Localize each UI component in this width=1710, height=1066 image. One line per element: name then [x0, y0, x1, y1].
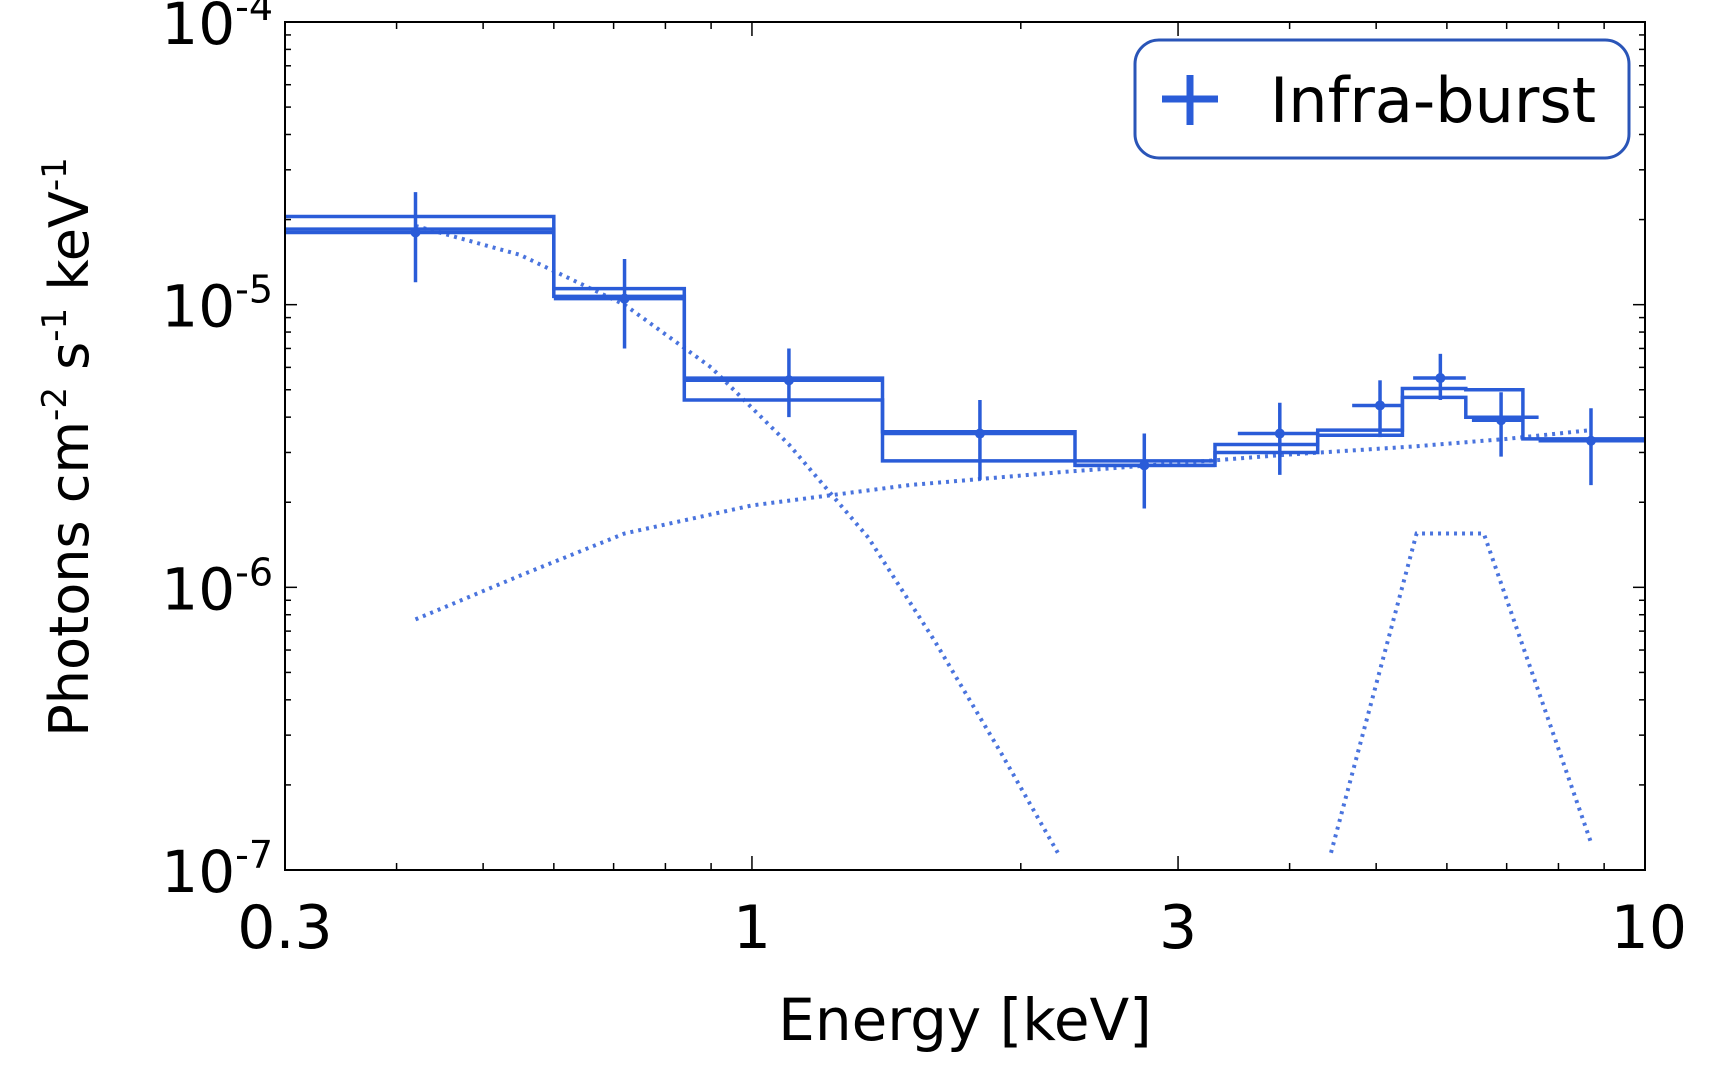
- y-tick-base: 10: [161, 838, 235, 906]
- y-tick-exponent: -7: [235, 833, 273, 877]
- x-tick-label: 0.3: [237, 893, 332, 963]
- y-axis-title-sup-3: -1: [35, 157, 75, 191]
- y-tick-label: 10-7: [161, 833, 273, 906]
- point-marker: [783, 375, 794, 386]
- data-point-2: [553, 259, 685, 349]
- y-axis-title-sup-2: -1: [35, 308, 75, 342]
- data-points-layer: [285, 192, 1645, 509]
- x-tick-label: 3: [1159, 893, 1197, 963]
- data-point-1: [285, 192, 554, 283]
- y-tick-label: 10-5: [161, 268, 273, 341]
- legend-marker-icon: [1162, 75, 1218, 125]
- point-marker: [1139, 460, 1150, 471]
- y-tick-exponent: -5: [235, 268, 273, 312]
- model-layer: [285, 214, 1645, 468]
- y-axis-title-part-1: Photons cm: [38, 421, 101, 737]
- model-components-layer: [414, 223, 1593, 854]
- y-tick-base: 10: [161, 0, 235, 58]
- y-tick-exponent: -6: [235, 550, 273, 594]
- plot-frame: [284, 21, 1646, 871]
- model-lower-line: [285, 227, 1645, 468]
- y-axis-title-part-3: keV: [38, 191, 101, 308]
- legend: Infra-burst: [1133, 38, 1631, 160]
- point-marker: [1585, 435, 1596, 446]
- point-marker: [619, 293, 630, 304]
- x-axis-title: Energy [keV]: [778, 986, 1152, 1054]
- x-tick-label: 10: [1611, 893, 1687, 963]
- y-tick-label: 10-6: [161, 550, 273, 623]
- point-marker: [410, 227, 421, 238]
- point-marker: [974, 428, 985, 439]
- legend-label: Infra-burst: [1270, 64, 1596, 137]
- point-marker: [1274, 428, 1285, 439]
- x-tick-label: 1: [733, 893, 771, 963]
- legend-box: [1133, 38, 1631, 160]
- model-upper-line: [285, 214, 1539, 463]
- y-axis-title-sup-1: -2: [35, 387, 75, 421]
- y-tick-labels: 10-410-510-610-7: [161, 0, 273, 906]
- y-tick-base: 10: [161, 273, 235, 341]
- data-point-3: [684, 348, 883, 418]
- soft-component-curve: [414, 223, 1060, 854]
- y-tick-base: 10: [161, 555, 235, 623]
- data-point-6: [1237, 402, 1318, 475]
- data-point-5: [1074, 433, 1216, 509]
- line-component-curve: [1329, 531, 1593, 854]
- y-axis-title-part-2: s: [38, 342, 101, 387]
- axis-ticks: [284, 22, 1646, 871]
- point-marker: [1435, 373, 1446, 384]
- data-point-9: [1471, 392, 1523, 457]
- y-tick-exponent: -4: [235, 0, 273, 29]
- data-point-7: [1352, 380, 1403, 438]
- data-point-4: [882, 399, 1075, 480]
- data-point-8: [1413, 353, 1466, 400]
- y-axis-title: Photons cm-2 s-1 keV-1: [35, 157, 101, 737]
- point-marker: [1375, 400, 1386, 411]
- powerlaw-component-curve: [414, 428, 1592, 622]
- y-tick-label: 10-4: [161, 0, 273, 58]
- data-point-10: [1538, 408, 1645, 486]
- x-tick-labels: 0.3 1 3 10: [237, 893, 1687, 963]
- point-marker: [1496, 415, 1507, 426]
